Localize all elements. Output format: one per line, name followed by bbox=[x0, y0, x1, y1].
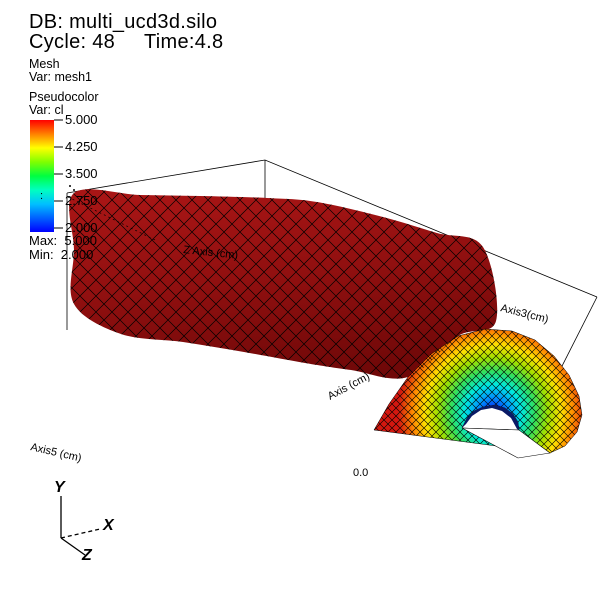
svg-text:Axis (cm): Axis (cm) bbox=[326, 371, 372, 403]
svg-text:Axis3(cm): Axis3(cm) bbox=[499, 302, 549, 325]
svg-text:Axis5 (cm): Axis5 (cm) bbox=[29, 441, 82, 464]
svg-text:0.0: 0.0 bbox=[353, 467, 368, 479]
